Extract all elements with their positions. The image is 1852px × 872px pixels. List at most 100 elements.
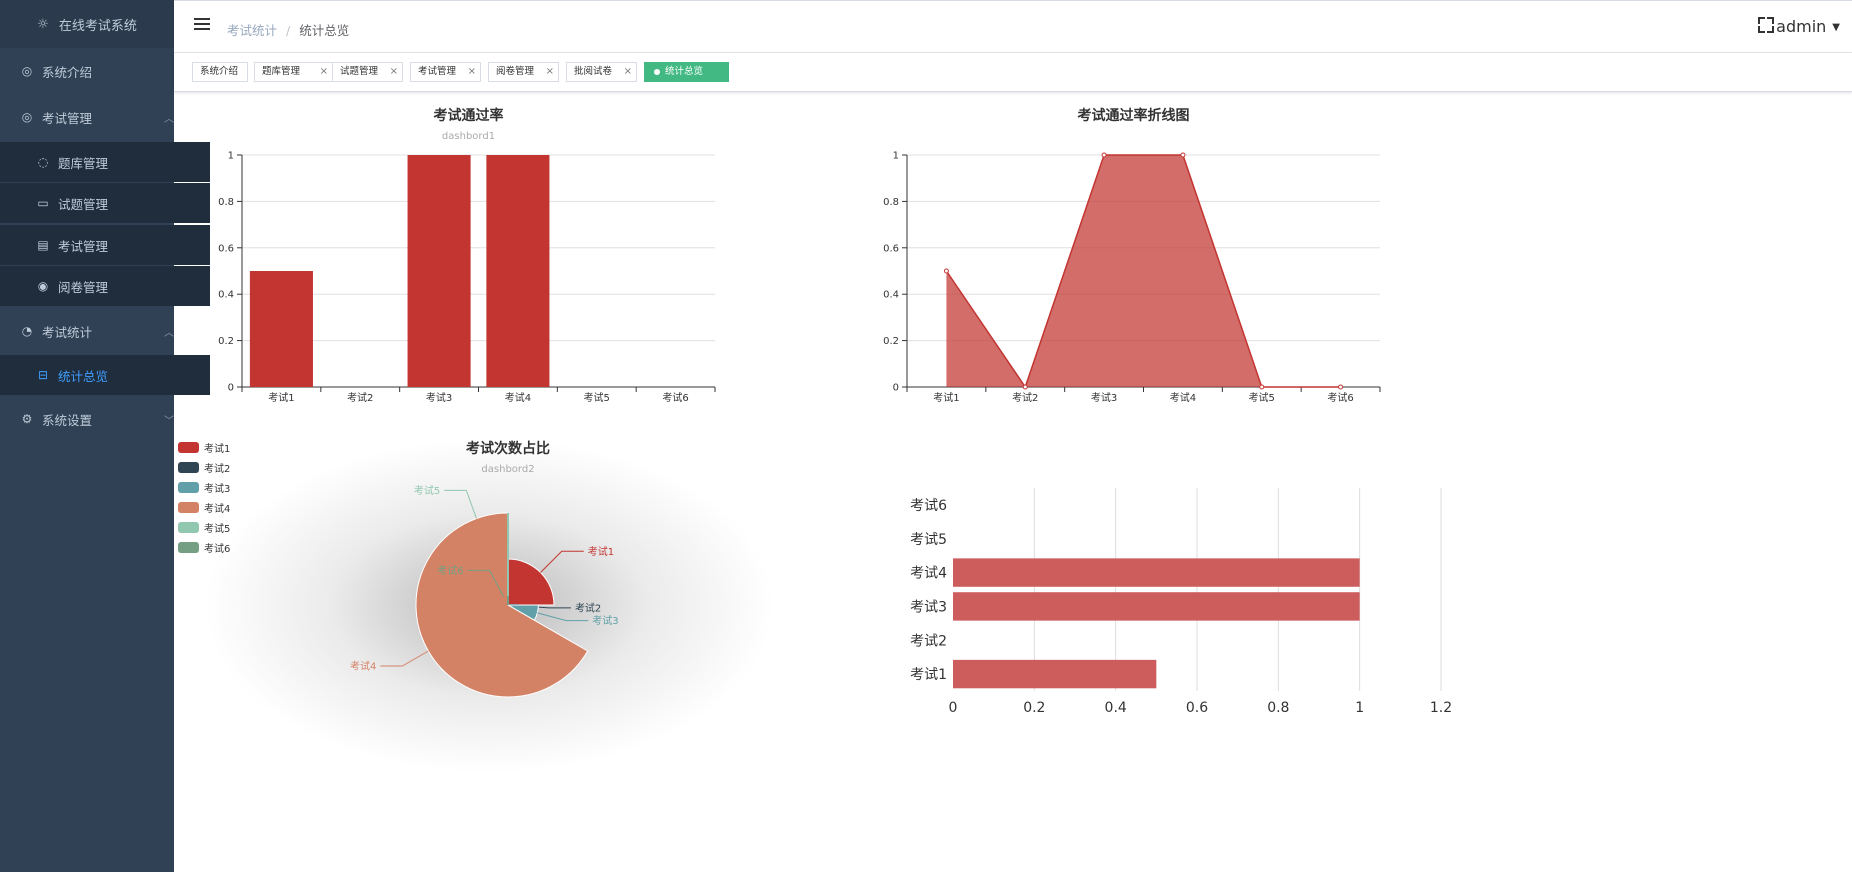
bar [953, 592, 1360, 621]
y-tick-label: 0.6 [883, 243, 899, 254]
tag-label: 统计总览 [665, 66, 704, 77]
tag-review[interactable]: 批阅试卷 × [566, 62, 637, 82]
chart-subtitle: dashbord1 [442, 131, 495, 142]
legend-label: 考试5 [204, 524, 231, 535]
legend-item[interactable]: 考试2 [178, 460, 258, 475]
legend-swatch [178, 502, 199, 513]
x-tick-label: 0.2 [1023, 700, 1045, 716]
x-tick-label: 1.2 [1430, 700, 1452, 716]
sidebar-item-label: 试题管理 [58, 196, 109, 212]
legend-item[interactable]: 考试4 [178, 500, 258, 515]
y-tick-label: 考试1 [910, 667, 947, 683]
legend-swatch [178, 482, 199, 493]
y-tick-label: 1 [228, 151, 234, 162]
sidebar-item-intro[interactable]: ◎ 系统介绍 [0, 51, 194, 91]
x-tick-label: 0.4 [1105, 700, 1127, 716]
y-tick-label: 0.8 [883, 197, 899, 208]
sidebar-item-exam-list[interactable]: ▤ 考试管理 [0, 225, 210, 265]
tag-grading[interactable]: 阅卷管理 × [488, 62, 559, 82]
x-tick-label: 考试1 [268, 391, 294, 404]
pie-slice [507, 558, 555, 606]
pie-label-line [444, 489, 478, 519]
app-logo[interactable]: ☼ 在线考试系统 [0, 0, 174, 48]
data-point [1101, 152, 1107, 158]
tag-stats-overview[interactable]: 统计总览 [644, 62, 729, 82]
sidebar-item-label: 考试管理 [42, 110, 93, 126]
chart-subtitle: dashbord2 [481, 464, 534, 475]
x-tick-label: 考试2 [1012, 391, 1038, 404]
bar [249, 271, 313, 387]
chart-title: 考试通过率折线图 [1078, 107, 1190, 124]
sun-icon: ☼ [37, 16, 49, 32]
legend-label: 考试4 [204, 504, 231, 515]
tag-label: 批阅试卷 [574, 66, 613, 77]
breadcrumb-item[interactable]: 考试统计 [227, 23, 278, 38]
close-icon[interactable]: × [389, 66, 398, 77]
y-tick-label: 0.2 [218, 336, 234, 347]
pie-label-line [380, 650, 429, 667]
close-icon[interactable]: × [319, 66, 328, 77]
pie-label: 考试2 [575, 601, 601, 614]
tag-label: 题库管理 [262, 66, 301, 77]
sidebar-item-question-bank[interactable]: ◌ 题库管理 [0, 142, 210, 182]
chevron-up-icon: ︿ [164, 113, 174, 125]
legend-swatch [178, 442, 199, 453]
tag-label: 考试管理 [418, 66, 457, 77]
username: admin [1776, 17, 1827, 36]
legend-item[interactable]: 考试3 [178, 480, 258, 495]
x-tick-label: 0.6 [1186, 700, 1208, 716]
tag-question-manage[interactable]: 试题管理 × [332, 62, 403, 82]
question-bank-icon: ◌ [37, 155, 49, 169]
close-icon[interactable]: × [623, 66, 632, 77]
fullscreen-icon[interactable] [1758, 17, 1774, 33]
sidebar-item-question-manage[interactable]: ▭ 试题管理 [0, 183, 210, 223]
caret-down-icon: ▼ [1832, 22, 1840, 33]
sidebar-group-settings[interactable]: ⚙ 系统设置 ﹀ [0, 399, 194, 439]
pie-label: 考试5 [414, 484, 440, 497]
legend-item[interactable]: 考试1 [178, 440, 258, 455]
close-icon[interactable]: × [545, 66, 554, 77]
bar [407, 155, 471, 387]
sidebar-item-grading[interactable]: ◉ 阅卷管理 [0, 266, 210, 306]
legend-swatch [178, 542, 199, 553]
x-tick-label: 考试5 [1249, 391, 1275, 404]
chevron-down-icon: ﹀ [164, 415, 174, 427]
y-tick-label: 0.4 [883, 290, 899, 301]
user-dropdown[interactable]: admin ▼ [1776, 17, 1840, 36]
x-tick-label: 考试6 [1327, 391, 1353, 404]
pie-label: 考试6 [437, 564, 463, 577]
legend-swatch [178, 462, 199, 473]
hamburger-icon[interactable] [194, 18, 210, 32]
data-point [943, 268, 949, 274]
tag-exam-manage[interactable]: 考试管理 × [410, 62, 481, 82]
sidebar-group-exam-stats[interactable]: ◔ 考试统计 ︿ [0, 311, 194, 351]
legend-swatch [178, 522, 199, 533]
eye-icon: ◉ [37, 279, 49, 293]
question-edit-icon: ▭ [37, 196, 49, 210]
tag-label: 试题管理 [340, 66, 379, 77]
pie-label-line [540, 550, 584, 573]
tag-intro[interactable]: 系统介绍 [192, 62, 248, 82]
legend-label: 考试6 [204, 544, 231, 555]
data-point [1338, 384, 1344, 390]
y-tick-label: 考试6 [910, 498, 947, 514]
y-tick-label: 1 [893, 151, 899, 162]
sidebar-group-exam-manage[interactable]: ◎ 考试管理 ︿ [0, 97, 194, 137]
x-tick-label: 考试5 [584, 391, 610, 404]
bar [486, 155, 550, 387]
tag-question-bank[interactable]: 题库管理 × [254, 62, 333, 82]
legend-label: 考试3 [204, 484, 231, 495]
sidebar-item-label: 系统设置 [42, 412, 93, 428]
pie-label: 考试4 [350, 660, 376, 673]
close-icon[interactable]: × [467, 66, 476, 77]
y-tick-label: 0.4 [218, 290, 234, 301]
sidebar-item-label: 统计总览 [58, 368, 109, 384]
y-tick-label: 0 [228, 383, 234, 394]
legend-item[interactable]: 考试5 [178, 520, 258, 535]
legend-item[interactable]: 考试6 [178, 540, 258, 555]
sidebar-item-stats-overview[interactable]: ⊟ 统计总览 [0, 355, 210, 395]
navbar: 考试统计 / 统计总览 admin ▼ [174, 0, 1852, 53]
pie-slice [415, 512, 589, 698]
data-point [1180, 152, 1186, 158]
